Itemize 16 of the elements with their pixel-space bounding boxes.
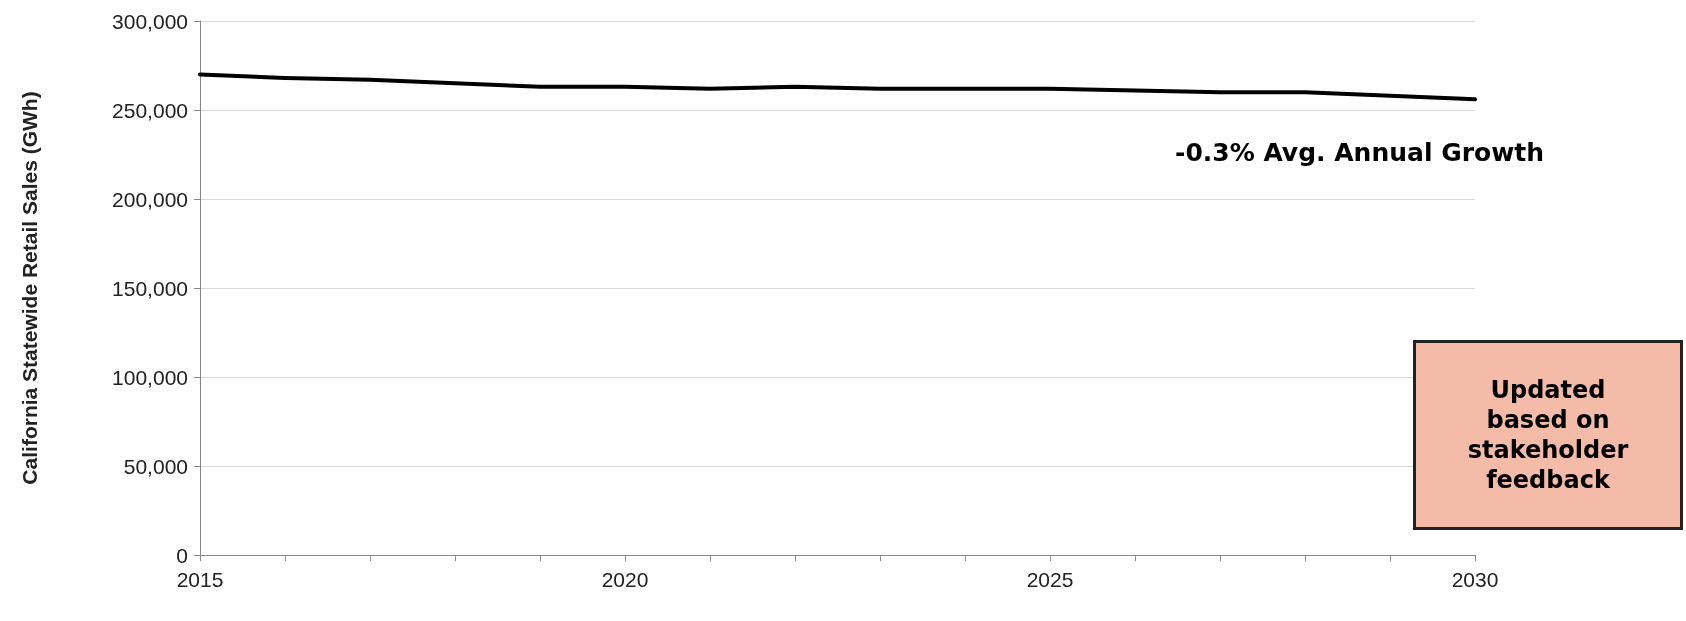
- y-tick-label: 0: [176, 543, 188, 567]
- y-axis-title: California Statewide Retail Sales (GWh): [18, 91, 41, 485]
- line-series: [198, 72, 1477, 102]
- y-tick-label: 50,000: [123, 454, 188, 478]
- y-tick-label: 200,000: [112, 187, 188, 211]
- x-tick-label: 2020: [601, 568, 649, 591]
- x-tick-label: 2015: [176, 568, 224, 591]
- callout-box: Updated based on stakeholder feedback: [1413, 340, 1683, 530]
- y-tick-label: 250,000: [112, 98, 188, 122]
- y-tick-label: 300,000: [112, 9, 188, 33]
- y-tick-label: 150,000: [112, 276, 188, 300]
- x-tick-label: 2025: [1026, 568, 1074, 591]
- x-tick-label: 2030: [1451, 568, 1499, 591]
- y-tick-label: 100,000: [112, 365, 188, 389]
- annotation: -0.3% Avg. Annual Growth: [1175, 138, 1545, 167]
- annotation: Updated based on stakeholder feedback: [1466, 375, 1630, 495]
